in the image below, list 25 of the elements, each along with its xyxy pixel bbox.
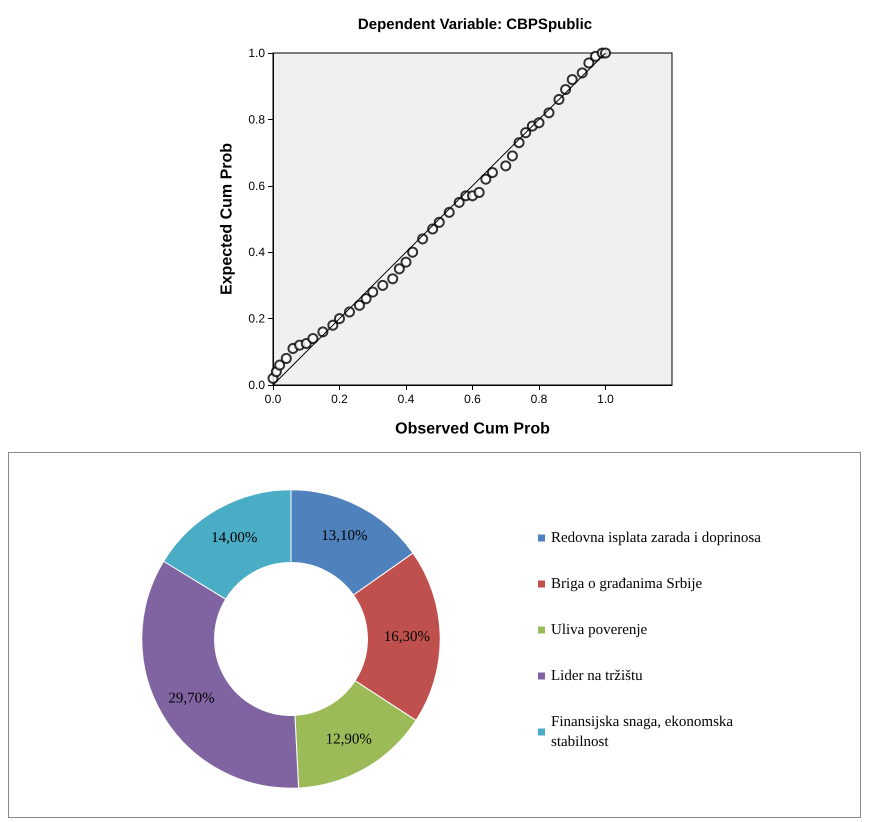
y-tick-label: 0.4 — [248, 245, 266, 260]
x-tick-label: 0.0 — [264, 392, 282, 406]
legend-label: Finansijska snaga, ekonomska stabilnost — [551, 714, 737, 750]
y-tick-label: 0.0 — [248, 378, 266, 392]
x-tick-label: 0.8 — [530, 392, 548, 406]
data-label: 29,70% — [168, 690, 215, 706]
legend-label: Redovna isplata zarada i doprinosa — [551, 530, 762, 546]
y-tick-label: 0.2 — [248, 312, 266, 326]
x-axis-title: Observed Cum Prob — [395, 420, 550, 438]
x-tick-label: 0.6 — [464, 392, 482, 406]
x-tick-label: 0.2 — [331, 392, 348, 406]
y-tick-label: 0.8 — [248, 112, 266, 126]
legend-label: Briga o građanima Srbije — [551, 576, 703, 592]
y-axis-title: Expected Cum Prob — [218, 142, 236, 296]
chart-title: Dependent Variable: CBPSpublic — [358, 16, 592, 33]
legend-label: Uliva poverenje — [551, 622, 648, 638]
x-tick-label: 0.4 — [398, 392, 415, 406]
y-tick-label: 1.0 — [248, 46, 266, 60]
data-label: 13,10% — [321, 528, 368, 544]
data-label: 12,90% — [326, 731, 372, 748]
y-tick-label: 0.6 — [248, 178, 266, 193]
data-label: 16,30% — [384, 628, 430, 645]
x-tick-label: 1.0 — [597, 392, 614, 406]
legend-label: Lider na tržištu — [551, 668, 644, 684]
data-label: 14,00% — [211, 530, 258, 546]
